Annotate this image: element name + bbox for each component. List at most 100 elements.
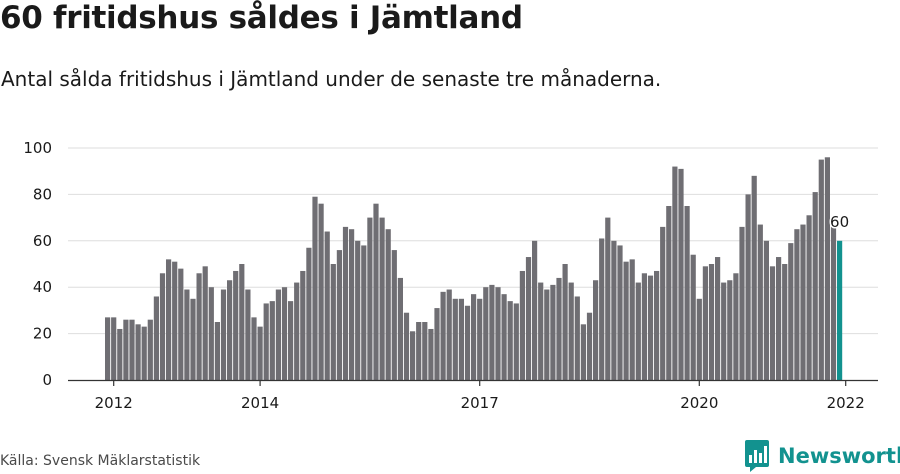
bar (257, 326, 263, 380)
bar (330, 264, 336, 380)
bar (538, 282, 544, 380)
bar (379, 217, 385, 380)
bar (690, 254, 696, 380)
bar (446, 289, 452, 380)
bar (403, 312, 410, 380)
bar (269, 301, 275, 380)
bar (629, 259, 635, 380)
bar (214, 322, 220, 380)
bar (818, 159, 824, 380)
bar (769, 266, 776, 380)
bar (654, 270, 660, 380)
bar (373, 203, 379, 380)
chart-subtitle: Antal sålda fritidshus i Jämtland under … (1, 67, 662, 91)
bar (141, 326, 147, 380)
bar (794, 229, 800, 380)
bar (666, 206, 672, 380)
bar (519, 270, 525, 380)
bar (239, 264, 245, 380)
bar (635, 282, 641, 380)
bar (568, 282, 574, 380)
bar (763, 240, 769, 380)
bar (159, 273, 166, 380)
bar-chart: 0 20 40 60 80 100 2012 2014 2017 2020 2022 60 (23, 139, 878, 412)
y-tick-label: 100 (23, 139, 52, 157)
bar (385, 229, 391, 380)
bar (495, 287, 501, 380)
bar (830, 226, 837, 380)
bar (251, 317, 257, 380)
bar (739, 226, 745, 380)
bar (812, 192, 818, 380)
bar (708, 264, 715, 380)
bar (184, 289, 190, 380)
bar (641, 273, 647, 380)
bar (696, 298, 702, 380)
bar (105, 317, 111, 380)
bar (702, 266, 708, 380)
bar (306, 247, 312, 380)
bar (605, 217, 611, 380)
bar (733, 273, 739, 380)
bar (611, 240, 617, 380)
bar (220, 289, 227, 380)
bar (153, 296, 159, 380)
bar (281, 287, 288, 380)
bar (135, 324, 141, 380)
bar (727, 280, 733, 380)
bar (458, 298, 464, 380)
bar (562, 264, 568, 380)
bar (361, 245, 367, 380)
bar (678, 168, 684, 380)
bar (294, 282, 300, 380)
bar (721, 282, 727, 380)
bar (300, 270, 306, 380)
data-label: 60 (830, 213, 849, 231)
bar (660, 226, 666, 380)
bar (117, 328, 123, 380)
bar (477, 298, 483, 380)
y-tick-label: 20 (33, 325, 52, 343)
bar (776, 257, 782, 380)
bar (824, 157, 830, 380)
bar (349, 229, 355, 380)
bar (422, 322, 428, 380)
bar (599, 238, 605, 380)
bar (416, 322, 422, 380)
bar (550, 284, 556, 380)
bar (507, 301, 513, 380)
bar (355, 240, 361, 380)
bar (556, 277, 562, 380)
bar (342, 226, 349, 380)
bar (806, 215, 812, 380)
bar (172, 261, 178, 380)
source-note: Källa: Svensk Mäklarstatistik (0, 453, 201, 469)
bar (782, 264, 788, 380)
bar (324, 231, 330, 380)
x-tick-label: 2014 (241, 394, 279, 412)
bar (544, 289, 550, 380)
bar (263, 303, 269, 380)
bar (684, 206, 690, 380)
bar (489, 284, 495, 380)
bar (129, 319, 135, 380)
bar (410, 331, 416, 380)
bar (397, 277, 403, 380)
x-tick-label: 2017 (461, 394, 499, 412)
bar (501, 294, 507, 380)
bar (483, 287, 489, 380)
y-axis-ticks: 0 20 40 60 80 100 (23, 139, 52, 389)
y-tick-label: 0 (42, 371, 52, 389)
x-tick-label: 2012 (95, 394, 133, 412)
bar (336, 250, 342, 380)
bar (288, 301, 294, 380)
bar (593, 280, 599, 380)
bar (452, 298, 458, 380)
bar (190, 298, 196, 380)
y-tick-label: 80 (33, 185, 52, 203)
bar (647, 275, 654, 380)
bar (757, 224, 763, 380)
brand-logo: Newsworthy (744, 439, 900, 473)
bar (440, 291, 446, 380)
bar (525, 257, 532, 380)
